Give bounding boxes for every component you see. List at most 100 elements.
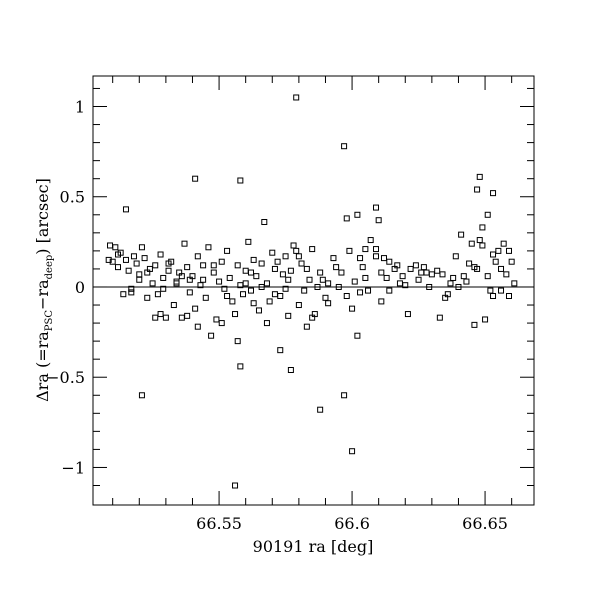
data-point (234, 338, 241, 345)
data-point (399, 273, 406, 280)
data-point (285, 312, 292, 319)
data-point (263, 280, 270, 287)
data-point (200, 262, 207, 269)
data-point (317, 269, 324, 276)
data-point (386, 258, 393, 265)
data-point (484, 273, 491, 280)
data-point (380, 255, 387, 262)
data-point (319, 276, 326, 283)
data-point (341, 392, 348, 399)
data-point (293, 247, 300, 254)
data-point (314, 283, 321, 290)
data-point (224, 247, 231, 254)
data-point (282, 253, 289, 260)
data-point (229, 298, 236, 305)
data-point (144, 294, 151, 301)
data-point (468, 240, 475, 247)
data-point (508, 258, 515, 265)
data-point (173, 278, 180, 285)
data-point (210, 269, 217, 276)
data-point (330, 255, 337, 262)
data-point (287, 267, 294, 274)
y-tick-label: 0.5 (60, 188, 85, 207)
data-point (500, 240, 507, 247)
data-point (184, 312, 191, 319)
data-point (258, 260, 265, 267)
data-point (226, 274, 233, 281)
data-point (184, 264, 191, 271)
data-point (349, 305, 356, 312)
data-point (394, 262, 401, 269)
data-point (426, 283, 433, 290)
data-point (466, 260, 473, 267)
data-point (157, 251, 164, 258)
data-point (125, 267, 132, 274)
data-point (505, 247, 512, 254)
data-point (386, 287, 393, 294)
data-point (378, 269, 385, 276)
data-point (240, 291, 247, 298)
data-point (274, 258, 281, 265)
data-point (221, 285, 228, 292)
data-point (295, 302, 302, 309)
data-point (365, 287, 372, 294)
data-point (460, 273, 467, 280)
data-point (503, 271, 510, 278)
data-point (428, 271, 435, 278)
y-tick-label: 0 (75, 278, 85, 297)
data-point (234, 262, 241, 269)
data-point (237, 363, 244, 370)
data-point (349, 448, 356, 455)
data-point (396, 280, 403, 287)
data-point (253, 273, 260, 280)
data-point (362, 274, 369, 281)
data-point (351, 278, 358, 285)
data-point (141, 255, 148, 262)
data-point (498, 265, 505, 272)
data-point (495, 247, 502, 254)
data-point (170, 302, 177, 309)
data-point (338, 269, 345, 276)
data-point (412, 262, 419, 269)
data-point (165, 260, 172, 267)
data-point (152, 262, 159, 269)
data-point (202, 294, 209, 301)
data-point (343, 215, 350, 222)
data-point (325, 280, 332, 287)
data-point (511, 280, 518, 287)
data-point (178, 273, 185, 280)
x-tick-label: 66.55 (196, 514, 242, 533)
data-point (463, 278, 470, 285)
data-point (138, 392, 145, 399)
data-point (375, 217, 382, 224)
data-point (490, 251, 497, 258)
data-point (216, 278, 223, 285)
data-point (452, 253, 459, 260)
data-point (373, 204, 380, 211)
data-point (218, 320, 225, 327)
data-point (317, 406, 324, 413)
data-point (178, 314, 185, 321)
data-point (476, 173, 483, 180)
data-point (490, 293, 497, 300)
data-point (277, 347, 284, 354)
data-point (122, 206, 129, 213)
data-point (407, 265, 414, 272)
data-point (479, 242, 486, 249)
data-point (232, 311, 239, 318)
data-point (173, 280, 180, 287)
data-point (378, 298, 385, 305)
data-point (205, 244, 212, 251)
data-point (192, 305, 199, 312)
data-point (213, 316, 220, 323)
data-point (476, 237, 483, 244)
data-point (298, 260, 305, 267)
data-point (333, 264, 340, 271)
data-point (109, 258, 116, 265)
data-point (383, 274, 390, 281)
data-point (346, 247, 353, 254)
data-point (362, 246, 369, 253)
data-point (210, 262, 217, 269)
